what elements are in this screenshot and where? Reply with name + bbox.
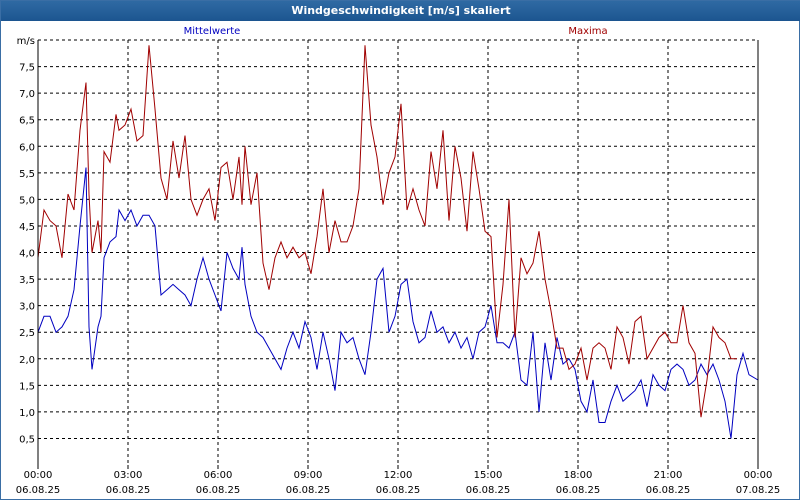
y-tick-label: 4,0 <box>19 249 35 260</box>
x-tick-date: 06.08.25 <box>466 485 511 496</box>
y-tick-label: 7,0 <box>19 89 35 100</box>
x-tick-time: 21:00 <box>654 470 683 481</box>
x-tick-time: 00:00 <box>24 470 53 481</box>
y-tick-label: 6,0 <box>19 142 35 153</box>
grid <box>38 39 758 465</box>
y-tick-label: 2,0 <box>19 355 35 366</box>
x-tick-date: 06.08.25 <box>556 485 601 496</box>
legend-maxima: Maxima <box>568 26 607 37</box>
series-lines <box>37 45 759 439</box>
y-tick-label: 6,5 <box>19 116 35 127</box>
x-tick-date: 06.08.25 <box>646 485 691 496</box>
x-axis-ticks: 00:00 06.08.25 03:00 06.08.25 06:00 06.08.25 0… <box>16 465 781 496</box>
x-tick-time: 06:00 <box>204 470 233 481</box>
series-line-maxima <box>37 45 737 418</box>
x-tick-date: 06.08.25 <box>196 485 241 496</box>
y-tick-label: m/s <box>17 36 35 47</box>
y-tick-label: 1,0 <box>19 408 35 419</box>
x-tick-date: 06.08.25 <box>106 485 151 496</box>
y-tick-label: 2,5 <box>19 328 35 339</box>
y-axis-ticks: 0,5 1,0 1,5 2,0 2,5 3,0 3,5 4,0 4,5 5,0 5,5 6,0 6,5 7… <box>17 36 35 445</box>
legend-mittelwerte: Mittelwerte <box>184 26 241 37</box>
y-tick-label: 5,0 <box>19 195 35 206</box>
x-tick-time: 00:00 <box>744 470 773 481</box>
y-tick-label: 7,5 <box>19 63 35 74</box>
x-tick-time: 09:00 <box>294 470 323 481</box>
y-tick-label: 1,5 <box>19 381 35 392</box>
x-tick-time: 18:00 <box>564 470 593 481</box>
x-tick-time: 15:00 <box>474 470 503 481</box>
y-tick-label: 3,5 <box>19 275 35 286</box>
y-tick-label: 0,5 <box>19 434 35 445</box>
x-tick-date: 07.08.25 <box>736 485 781 496</box>
window-title: Windgeschwindigkeit [m/s] skaliert <box>1 1 800 21</box>
y-tick-label: 3,0 <box>19 302 35 313</box>
x-tick-date: 06.08.25 <box>286 485 331 496</box>
x-tick-date: 06.08.25 <box>376 485 421 496</box>
y-tick-label: 5,5 <box>19 169 35 180</box>
series-line-mittelwerte <box>37 167 759 439</box>
x-tick-time: 03:00 <box>114 470 143 481</box>
x-tick-date: 06.08.25 <box>16 485 61 496</box>
x-tick-time: 12:00 <box>384 470 413 481</box>
y-tick-label: 4,5 <box>19 222 35 233</box>
